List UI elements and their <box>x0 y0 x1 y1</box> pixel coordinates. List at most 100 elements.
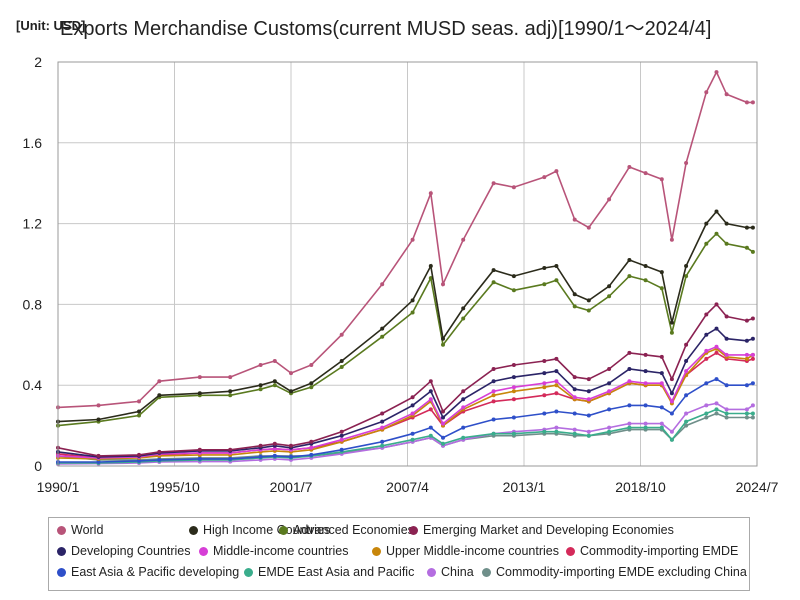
data-point <box>607 367 612 371</box>
data-point <box>491 389 496 394</box>
data-point <box>380 443 385 448</box>
series-emerging-market-and-developing-economies <box>56 302 755 458</box>
legend-item: East Asia & Pacific developing <box>57 565 239 579</box>
data-point <box>586 397 591 402</box>
data-point <box>643 425 648 430</box>
data-point <box>627 367 632 371</box>
data-point <box>744 318 749 323</box>
data-point <box>684 274 689 279</box>
data-point <box>586 413 591 418</box>
data-point <box>491 367 496 371</box>
data-point <box>744 100 749 105</box>
data-point <box>461 237 466 242</box>
chart-title: Exports Merchandise Customs(current MUSD… <box>60 18 712 40</box>
legend-label: China <box>441 565 474 579</box>
data-point <box>744 356 749 361</box>
data-point <box>669 377 674 382</box>
data-point <box>157 449 162 454</box>
data-point <box>659 286 664 291</box>
data-point <box>586 225 591 230</box>
unit-label: [Unit: USD] <box>16 18 86 33</box>
data-point <box>724 415 729 420</box>
legend-item: Developing Countries <box>57 544 191 558</box>
data-point <box>724 407 729 412</box>
data-point <box>704 411 709 416</box>
data-point <box>669 320 674 325</box>
plot-border <box>57 61 758 467</box>
data-point <box>272 383 277 388</box>
data-point <box>258 383 263 388</box>
data-point <box>669 399 674 404</box>
data-point <box>157 457 162 462</box>
data-point <box>197 456 202 461</box>
legend-marker <box>57 525 66 535</box>
data-point <box>272 379 277 384</box>
data-point <box>750 336 755 341</box>
legend-item: Advanced Economies <box>279 523 414 537</box>
data-point <box>744 352 749 357</box>
data-point <box>744 383 749 388</box>
data-point <box>461 389 466 394</box>
data-point <box>554 383 559 388</box>
data-point <box>750 381 755 386</box>
data-point <box>380 425 385 430</box>
data-point <box>410 298 415 303</box>
data-point <box>491 417 496 422</box>
legend-item: Commodity-importing EMDE <box>566 544 738 558</box>
data-point <box>607 389 612 394</box>
data-point <box>542 175 547 180</box>
legend-marker <box>427 567 436 577</box>
data-point <box>659 425 664 430</box>
data-point <box>554 409 559 414</box>
data-point <box>428 276 433 281</box>
x-tick-label: 2001/7 <box>270 479 313 495</box>
data-point <box>643 171 648 176</box>
data-point <box>228 389 233 394</box>
data-point <box>441 435 445 440</box>
x-tick-label: 2013/1 <box>503 479 546 495</box>
data-point <box>96 453 101 458</box>
data-point <box>309 439 314 444</box>
data-point <box>137 409 141 414</box>
data-point <box>744 415 749 420</box>
data-point <box>309 385 314 390</box>
data-point <box>704 415 709 420</box>
data-point <box>410 431 415 436</box>
data-point <box>339 365 344 369</box>
data-point <box>659 177 664 182</box>
data-point <box>542 266 547 270</box>
legend-item: Upper Middle-income countries <box>372 544 559 558</box>
data-point <box>607 294 612 299</box>
data-point <box>157 393 162 398</box>
data-point <box>643 381 648 386</box>
data-point <box>607 284 612 289</box>
data-point <box>704 356 709 361</box>
data-point <box>572 411 577 416</box>
data-point <box>684 369 689 374</box>
data-point <box>380 326 385 331</box>
data-point <box>627 421 632 426</box>
data-point <box>491 181 496 186</box>
series-developing-countries <box>56 326 755 459</box>
data-point <box>441 409 445 414</box>
series-line <box>57 347 754 460</box>
legend-marker <box>279 525 288 535</box>
data-point <box>410 403 415 408</box>
data-point <box>554 391 559 396</box>
data-point <box>643 264 648 268</box>
data-point <box>586 308 591 313</box>
data-point <box>669 391 674 396</box>
data-point <box>750 249 755 254</box>
data-point <box>586 298 591 303</box>
data-point <box>410 237 415 242</box>
data-point <box>572 395 577 400</box>
data-point <box>572 427 577 432</box>
data-point <box>339 447 344 452</box>
data-point <box>669 237 674 242</box>
data-point <box>380 439 385 444</box>
data-point <box>309 452 314 457</box>
data-point <box>724 352 729 357</box>
data-point <box>542 359 547 363</box>
data-point <box>461 306 466 311</box>
